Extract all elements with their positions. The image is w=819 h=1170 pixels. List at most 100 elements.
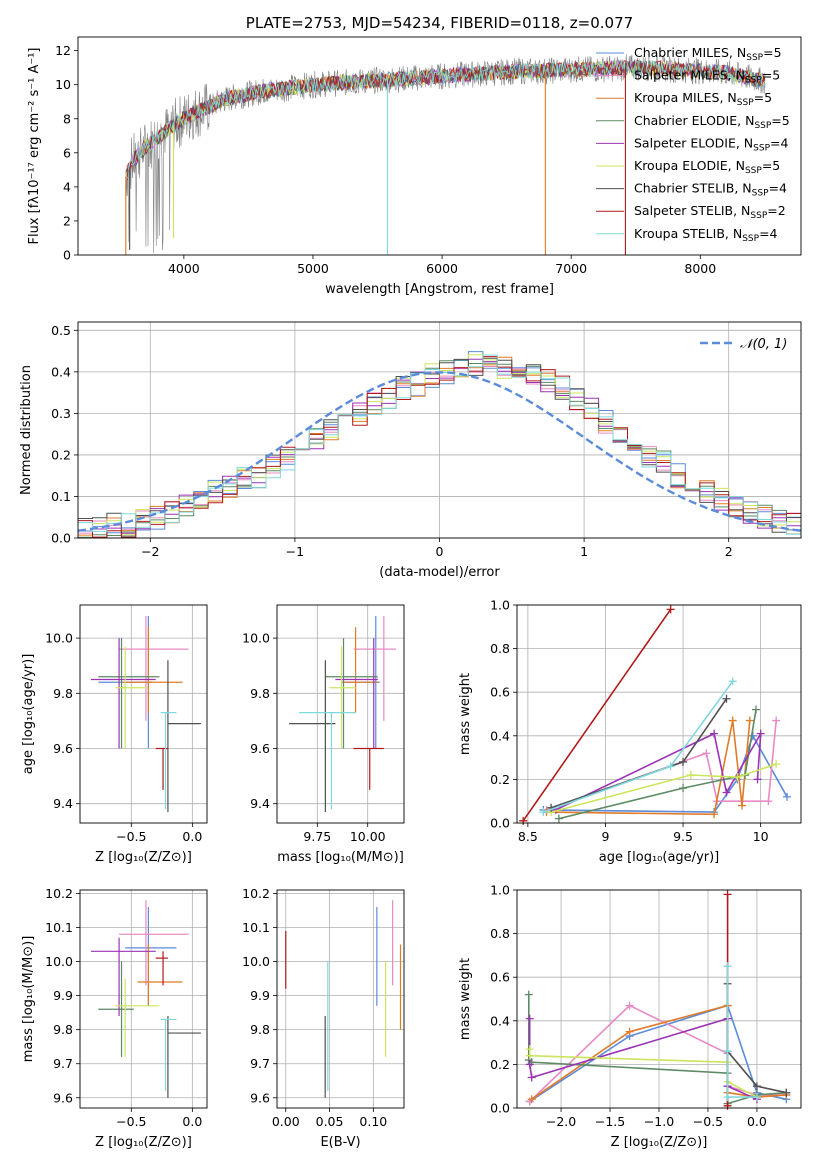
spectrum-xtick-label: 4000: [168, 261, 200, 276]
mass-vs-ebv-xlabel: E(B-V): [320, 1135, 360, 1150]
mass-vs-ebv-ytick-label: 9.6: [250, 1090, 270, 1105]
mass-weight-vs-z-ylabel: mass weight: [458, 958, 473, 1040]
mass-weight-vs-z-ytick-label: 0.8: [490, 926, 510, 941]
mass-weight-vs-age-series-line: [558, 709, 757, 820]
residuals-hist-series: [78, 357, 801, 537]
mass-vs-ebv-ytick-label: 10.2: [242, 886, 270, 901]
spectrum-xtick-label: 8000: [684, 261, 716, 276]
mass-weight-vs-z-point-marker: [723, 1047, 732, 1056]
mass-weight-vs-age-ytick-label: 0.2: [490, 772, 510, 787]
mass-vs-z-xtick-label: −0.5: [116, 1114, 146, 1129]
mass-weight-vs-age-point-marker: [753, 775, 762, 784]
residuals-ytick-label: 0.2: [51, 447, 71, 462]
spectrum-ytick-label: 12: [55, 43, 71, 58]
mass-vs-z-xlabel: Z [log₁₀(Z/Z⊙)]: [95, 1135, 192, 1150]
age-vs-mass-xtick-label: 10.00: [350, 829, 386, 844]
mass-weight-vs-age-point-marker: [745, 716, 754, 725]
mass-weight-vs-age-ytick-label: 0.4: [490, 728, 510, 743]
spectrum-ytick-label: 2: [63, 213, 71, 228]
mass-weight-vs-z-xtick-label: −1.5: [595, 1114, 625, 1129]
mass-weight-vs-age-point-marker: [764, 797, 773, 806]
mass-weight-vs-age-frame: [516, 604, 802, 824]
mass-vs-ebv-frame: [276, 889, 405, 1109]
mass-vs-z-ytick-label: 9.6: [53, 1090, 73, 1105]
residuals-ytick-label: 0.0: [51, 531, 71, 546]
mass-weight-vs-age-point-marker: [772, 760, 781, 769]
mass-weight-vs-age-point-marker: [679, 757, 688, 766]
spectrum-ytick-label: 4: [63, 179, 71, 194]
spectrum-xtick-label: 6000: [426, 261, 458, 276]
spectrum-xlabel: wavelength [Angstrom, rest frame]: [325, 282, 554, 297]
mass-weight-vs-age-series-line: [550, 763, 777, 813]
spectrum-legend-label: Kroupa MILES, NSSP=5: [634, 90, 772, 108]
mass-weight-vs-z-point-marker: [723, 962, 732, 971]
mass-weight-vs-age-point-marker: [710, 729, 719, 738]
spectrum-ytick-label: 8: [63, 111, 71, 126]
mass-weight-vs-age-point-marker: [728, 677, 737, 686]
age-vs-mass-xtick-label: 9.75: [303, 829, 331, 844]
age-vs-z-ylabel: age [log₁₀(age/yr)]: [21, 654, 36, 775]
residuals-hist-series: [78, 351, 801, 534]
residuals-hist-series: [78, 354, 801, 535]
age-vs-z-xtick-label: 0.0: [182, 829, 202, 844]
spectrum-series-line: [125, 58, 766, 183]
mass-vs-ebv-ytick-label: 10.0: [242, 954, 270, 969]
mass-weight-vs-age-point-marker: [748, 731, 757, 740]
mass-vs-ebv-xtick-label: 0.10: [359, 1114, 387, 1129]
mass-weight-vs-age-point-marker: [722, 694, 731, 703]
residuals-xtick-label: 2: [725, 544, 733, 559]
mass-weight-vs-age-panel: 8.5 9 9.5 10 0.0 0.2 0.4 0.6 0.8 1.0 age [log₁₀(ag…: [458, 598, 802, 865]
mass-vs-ebv-ytick-label: 9.9: [250, 988, 270, 1003]
mass-weight-vs-z-point-marker: [625, 1027, 634, 1036]
mass-weight-vs-z-point-marker: [524, 990, 533, 999]
spectrum-legend-label: Chabrier STELIB, NSSP=4: [634, 181, 787, 199]
mass-weight-vs-z-xtick-label: −1.0: [644, 1114, 674, 1129]
age-vs-z-ytick-label: 9.8: [53, 686, 73, 701]
mass-weight-vs-z-series-line: [529, 1004, 787, 1103]
mass-weight-vs-z-series-line: [726, 966, 757, 1098]
mass-weight-vs-z-point-marker: [525, 1051, 534, 1060]
mass-vs-z-ytick-label: 9.7: [53, 1056, 73, 1071]
age-vs-z-points: [90, 616, 201, 812]
mass-weight-vs-age-series-line: [555, 732, 762, 811]
mass-weight-vs-age-point-marker: [519, 816, 528, 825]
mass-weight-vs-age-point-marker: [679, 784, 688, 793]
residuals-xtick-label: 1: [580, 544, 588, 559]
mass-vs-ebv-ytick-label: 9.7: [250, 1056, 270, 1071]
spectrum-legend-label: Chabrier ELODIE, NSSP=5: [634, 113, 790, 131]
age-vs-mass-ytick-label: 9.4: [250, 796, 270, 811]
mass-weight-vs-age-point-marker: [686, 771, 695, 780]
mass-weight-vs-age-point-marker: [702, 749, 711, 758]
mass-weight-vs-z-series: [524, 890, 791, 1110]
mass-weight-vs-age-ytick-label: 1.0: [490, 598, 510, 613]
residuals-panel: −2 −1 0 1 2 0.0 0.1 0.2 0.3 0.4 0.5 (data-model)/er…: [19, 321, 802, 580]
mass-weight-vs-z-point-marker: [527, 1073, 536, 1082]
mass-vs-z-ytick-label: 10.2: [45, 886, 73, 901]
mass-weight-vs-z-xlabel: Z [log₁₀(Z/Z⊙)]: [611, 1135, 708, 1150]
mass-weight-vs-age-point-marker: [666, 762, 675, 771]
residuals-ytick-label: 0.4: [51, 364, 71, 379]
mass-weight-vs-age-ytick-label: 0.0: [490, 816, 510, 831]
residuals-ytick-label: 0.1: [51, 489, 71, 504]
residuals-normal-curve: [78, 371, 801, 532]
mass-weight-vs-age-ylabel: mass weight: [458, 673, 473, 755]
mass-weight-vs-z-ytick-label: 0.6: [490, 970, 510, 985]
mass-weight-vs-z-ytick-label: 0.0: [490, 1101, 510, 1116]
spectrum-panel: 4000 5000 6000 7000 8000 0 2 4 6 8 10 12 wavelength …: [27, 14, 802, 297]
mass-vs-ebv-ytick-label: 10.1: [242, 920, 270, 935]
mass-vs-z-panel: −0.5 0.0 9.6 9.7 9.8 9.9 10.0 10.1 10.2 Z [log₁₀(…: [21, 886, 208, 1150]
mass-vs-ebv-ytick-label: 9.8: [250, 1022, 270, 1037]
spectrum-ylabel: Flux [fλ10⁻¹⁷ erg cm⁻² s⁻¹ A⁻¹]: [27, 48, 42, 245]
residuals-xtick-label: 0: [436, 544, 444, 559]
mass-weight-vs-age-point-marker: [751, 705, 760, 714]
spectrum-ytick-label: 0: [63, 248, 71, 263]
mass-weight-vs-z-frame: [516, 889, 802, 1109]
spectrum-legend: Chabrier MILES, NSSP=5 Salpeter MILES, NS…: [596, 45, 790, 244]
age-vs-z-ytick-label: 9.6: [53, 741, 73, 756]
mass-weight-vs-age-point-marker: [738, 801, 747, 810]
age-vs-z-ytick-label: 9.4: [53, 796, 73, 811]
mass-weight-vs-age-point-marker: [710, 810, 719, 819]
mass-vs-ebv-panel: 0.00 0.05 0.10 9.6 9.7 9.8 9.9 10.0 10.1 10.2 E(B-…: [242, 886, 405, 1150]
mass-vs-z-xtick-label: 0.0: [182, 1114, 202, 1129]
age-vs-mass-panel: 9.75 10.00 9.4 9.6 9.8 10.0 mass [log₁₀(M/M⊙)]: [242, 604, 405, 865]
